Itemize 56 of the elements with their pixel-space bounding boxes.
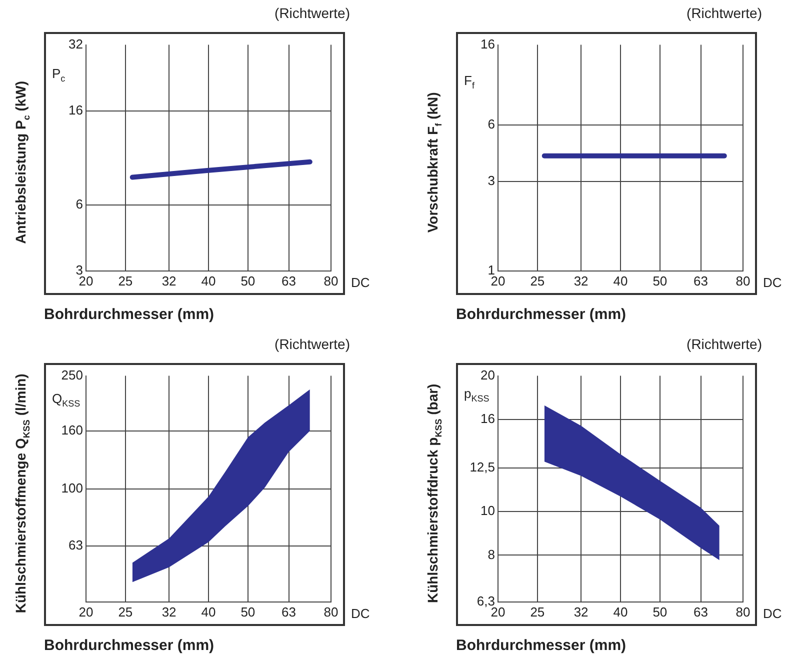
y-tick-label: 16	[480, 36, 495, 52]
x-tick-label: 40	[613, 604, 628, 620]
text: P$_{c}$	[52, 66, 66, 84]
x-tick-label: 40	[201, 604, 216, 620]
x-tick-label: 50	[240, 273, 256, 288]
chart-title: (Richtwerte)	[686, 5, 762, 21]
x-axis-title: Bohrdurchmesser (mm)	[456, 306, 626, 323]
text: F$_{f}$	[464, 72, 474, 90]
y-tick-label: 160	[61, 422, 83, 438]
x-tick-label: 32	[162, 604, 176, 620]
chart-title: (Richtwerte)	[686, 336, 762, 352]
x-axis-title: Bohrdurchmesser (mm)	[44, 637, 214, 654]
x-tick-label: 80	[324, 604, 338, 620]
x-tick-label: 25	[530, 604, 545, 620]
y-tick-label: 10	[480, 503, 495, 518]
y-tick-label: 8	[488, 546, 495, 562]
y-tick-label: 100	[61, 480, 83, 496]
x-tick-label: 63	[282, 273, 296, 288]
x-tick-label: 50	[652, 604, 668, 620]
chart-title: (Richtwerte)	[274, 5, 350, 21]
x-tick-label: 80	[324, 273, 338, 288]
y-tick-label: 6	[488, 116, 495, 132]
y-tick-label: 250	[61, 367, 83, 382]
x-tick-label: 40	[201, 273, 216, 288]
x-tick-label: 25	[118, 273, 133, 288]
x-axis-title: Bohrdurchmesser (mm)	[456, 637, 626, 654]
y-tick-label: 32	[68, 36, 83, 52]
text: DC	[763, 275, 782, 290]
y-tick-label: 16	[480, 411, 495, 426]
y-tick-label: 63	[68, 538, 83, 553]
x-tick-label: 32	[574, 273, 588, 288]
x-tick-label: 25	[530, 273, 545, 288]
y-tick-label: 3	[488, 172, 495, 188]
x-tick-label: 32	[162, 273, 176, 288]
x-tick-label: 32	[574, 604, 588, 620]
x-tick-label: 63	[694, 604, 708, 620]
x-tick-label: 80	[736, 273, 750, 288]
y-tick-label: 16	[68, 102, 83, 118]
x-tick-label: 80	[736, 604, 750, 620]
chart-title: (Richtwerte)	[274, 336, 350, 352]
x-tick-label: 63	[694, 273, 708, 288]
y-tick-label: 20	[480, 367, 495, 382]
y-tick-label: 6,3	[476, 594, 495, 609]
x-tick-label: 50	[652, 273, 668, 288]
text: p$_{KSS}$	[464, 386, 490, 404]
x-tick-label: 25	[118, 604, 133, 620]
y-tick-label: 6	[76, 196, 83, 212]
x-tick-label: 63	[282, 604, 296, 620]
x-tick-label: 40	[613, 273, 628, 288]
y-tick-label: 12,5	[470, 459, 495, 474]
text: DC	[351, 606, 370, 621]
text: DC	[351, 275, 370, 290]
x-axis-title: Bohrdurchmesser (mm)	[44, 306, 214, 323]
x-tick-label: 50	[240, 604, 256, 620]
text: DC	[763, 606, 782, 621]
text: Q$_{KSS}$	[52, 391, 80, 409]
